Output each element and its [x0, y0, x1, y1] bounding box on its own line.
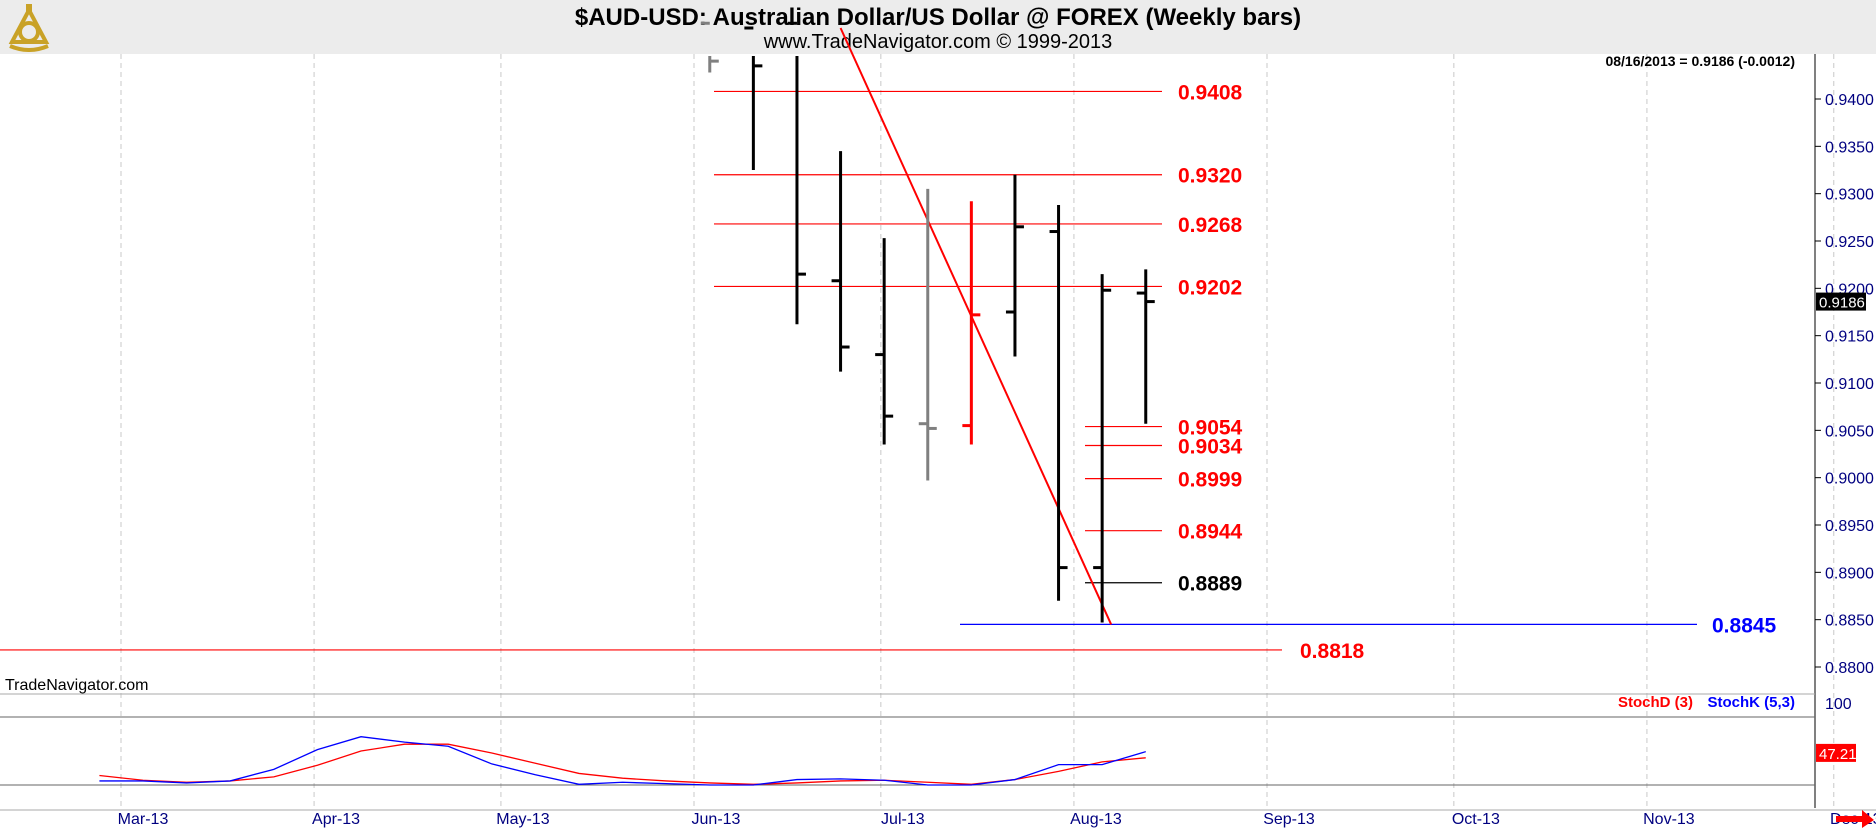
- last-value-label: 08/16/2013 = 0.9186 (-0.0012): [1605, 53, 1795, 69]
- chart-header: $AUD-USD: Australian Dollar/US Dollar @ …: [0, 0, 1876, 54]
- y-tick-label: 0.9300: [1825, 187, 1874, 204]
- x-tick-label: May-13: [496, 811, 549, 828]
- level-label: 0.8944: [1178, 521, 1243, 544]
- y-tick-label: 0.9350: [1825, 139, 1874, 156]
- x-tick-label: Apr-13: [312, 811, 360, 828]
- level-label: 0.9202: [1178, 276, 1242, 299]
- x-tick-label: Nov-13: [1643, 811, 1695, 828]
- level-label: 0.8999: [1178, 469, 1242, 492]
- stoch-value-tag-box: [1816, 743, 1856, 762]
- y-tick-label: 0.8850: [1825, 613, 1874, 630]
- y-tick-label: 0.9150: [1825, 329, 1874, 346]
- x-tick-label: Aug-13: [1070, 811, 1122, 828]
- x-tick-label: Oct-13: [1452, 811, 1500, 828]
- price-tag-label: 0.9186: [1819, 295, 1865, 312]
- level-label: 0.9268: [1178, 214, 1243, 237]
- y-tick-label: 0.9250: [1825, 234, 1874, 251]
- stoch-value-tag-label: 47.21: [1819, 746, 1857, 763]
- y-tick-label: 0.9050: [1825, 423, 1874, 440]
- level-label: 0.9054: [1178, 417, 1243, 440]
- chart-title: $AUD-USD: Australian Dollar/US Dollar @ …: [574, 4, 1302, 31]
- level-label: 0.9320: [1178, 165, 1242, 188]
- price-tag-box: [1816, 292, 1866, 311]
- stoch-legend-label: StochD (3): [1618, 694, 1693, 711]
- y-tick-label: 0.9000: [1825, 471, 1874, 488]
- level-label: 0.8889: [1178, 573, 1242, 596]
- y-tick-label: 0.8950: [1825, 518, 1874, 535]
- y-tick-label: 0.8800: [1825, 660, 1874, 677]
- y-tick-label: 0.9400: [1825, 92, 1874, 109]
- level-label: 0.8818: [1300, 640, 1365, 663]
- x-tick-label: Mar-13: [118, 811, 169, 828]
- sextant-logo-icon: [8, 4, 50, 52]
- y-tick-label: 0.8900: [1825, 565, 1874, 582]
- stoch-legend-label: StochK (5,3): [1707, 694, 1795, 711]
- watermark-label: TradeNavigator.com: [5, 677, 148, 694]
- x-tick-label: Sep-13: [1263, 811, 1315, 828]
- trendline: [839, 27, 1113, 625]
- level-label: 0.9408: [1178, 81, 1243, 104]
- scroll-right-arrow-icon: [1836, 810, 1874, 828]
- x-tick-label: Jun-13: [692, 811, 741, 828]
- chart-subtitle: www.TradeNavigator.com © 1999-2013: [763, 31, 1113, 53]
- stoch-y-tick-label: 100: [1825, 696, 1852, 713]
- y-tick-label: 0.9100: [1825, 376, 1874, 393]
- x-tick-label: Jul-13: [881, 811, 925, 828]
- level-label: 0.8845: [1712, 614, 1777, 637]
- stoch-series-line: [99, 736, 1146, 786]
- stoch-series-line: [99, 743, 1146, 785]
- level-label: 0.9034: [1178, 435, 1243, 458]
